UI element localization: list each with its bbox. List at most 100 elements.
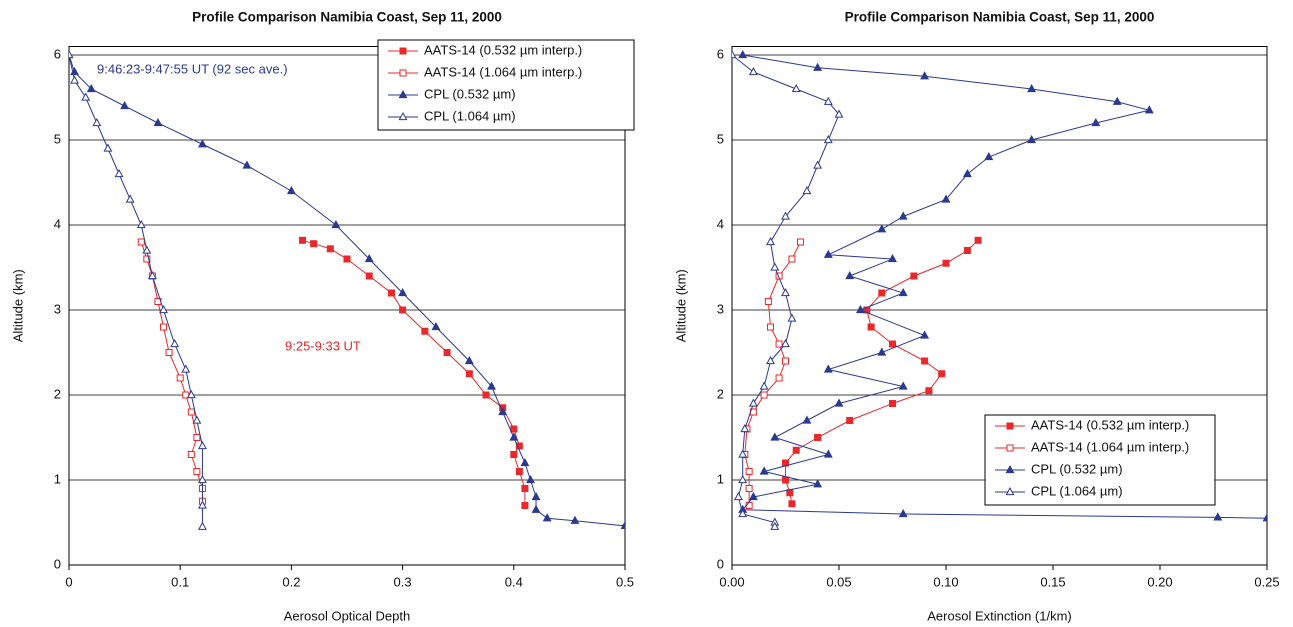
x-axis-title: Aerosol Extinction (1/km) <box>927 608 1072 623</box>
data-point <box>984 151 994 161</box>
data-point <box>1112 96 1122 105</box>
legend-label: AATS-14 (1.064 µm interp.) <box>424 64 582 79</box>
legend-label: CPL (0.532 µm) <box>424 86 516 101</box>
chart-title: Profile Comparison Namibia Coast, Sep 11… <box>192 10 502 25</box>
data-point <box>125 194 135 203</box>
data-point <box>197 500 207 509</box>
data-point <box>898 211 908 220</box>
legend-box <box>377 39 635 131</box>
data-point <box>781 338 790 348</box>
legend-marker <box>1006 444 1014 452</box>
data-point <box>796 238 804 246</box>
data-point <box>399 306 407 314</box>
data-point <box>299 236 307 244</box>
data-point <box>242 160 252 169</box>
data-point <box>487 381 497 390</box>
x-tick-label: 0.1 <box>171 574 189 589</box>
data-point <box>120 100 130 110</box>
data-point <box>181 364 191 373</box>
data-point <box>1091 117 1101 127</box>
y-tick-label: 0 <box>717 556 724 571</box>
data-point <box>889 340 896 348</box>
data-point <box>888 253 897 263</box>
data-point <box>286 185 296 195</box>
y-tick-label: 4 <box>717 216 724 231</box>
data-point <box>867 323 875 331</box>
data-point <box>775 340 783 348</box>
data-point <box>877 224 887 233</box>
data-point <box>732 49 737 59</box>
data-point <box>114 168 124 178</box>
x-tick-label: 0.3 <box>394 574 412 589</box>
series-line <box>785 239 979 504</box>
data-point <box>193 468 201 475</box>
data-point <box>910 272 918 280</box>
x-tick-label: 0.5 <box>616 574 634 589</box>
data-point <box>431 321 441 331</box>
data-point <box>1144 105 1154 114</box>
series <box>69 49 625 529</box>
data-point <box>1262 513 1267 522</box>
data-point <box>748 398 758 407</box>
data-point <box>748 66 758 76</box>
data-point <box>802 415 812 424</box>
data-point <box>889 400 896 407</box>
data-point <box>775 272 783 280</box>
legend-label: AATS-14 (0.532 µm interp.) <box>424 42 582 57</box>
data-point <box>1213 512 1223 521</box>
plot-frame <box>68 46 626 566</box>
data-point <box>192 415 202 424</box>
data-point <box>834 109 844 118</box>
data-point <box>465 370 473 378</box>
annotation: 9:25-9:33 UT <box>285 338 361 353</box>
data-point <box>510 425 518 433</box>
y-tick-label: 1 <box>717 471 724 486</box>
data-point <box>520 457 530 467</box>
data-point <box>898 287 908 297</box>
legend-box <box>984 414 1216 506</box>
data-point <box>745 468 753 475</box>
data-point <box>186 389 196 399</box>
x-tick-label: 0 <box>65 574 72 589</box>
data-point <box>526 474 535 484</box>
legend-marker <box>1006 422 1014 430</box>
data-point <box>823 449 833 458</box>
data-point <box>823 364 833 373</box>
series <box>741 238 804 509</box>
y-tick-label: 3 <box>54 301 61 316</box>
data-point <box>782 476 789 484</box>
data-point <box>760 391 768 399</box>
data-point <box>941 194 951 203</box>
series-line <box>744 241 801 506</box>
data-point <box>197 440 207 450</box>
data-point <box>464 355 474 365</box>
data-point <box>802 185 812 195</box>
data-point <box>733 491 743 501</box>
data-point <box>365 272 373 280</box>
data-point <box>775 374 783 382</box>
data-point <box>788 255 796 263</box>
data-point <box>745 502 753 509</box>
data-point <box>521 502 529 509</box>
data-point <box>310 240 318 248</box>
data-point <box>170 338 180 348</box>
data-point <box>542 513 552 522</box>
data-point <box>834 398 844 407</box>
legend-label: AATS-14 (0.532 µm interp.) <box>1031 417 1189 432</box>
y-tick-label: 6 <box>54 46 61 61</box>
data-point <box>70 75 80 84</box>
legend-marker <box>398 111 408 121</box>
data-point <box>925 387 933 395</box>
data-point <box>767 323 775 331</box>
legend-label: CPL (1.064 µm) <box>1031 483 1123 498</box>
data-point <box>738 449 748 458</box>
data-point <box>745 485 753 492</box>
data-point <box>92 117 102 127</box>
data-point <box>159 304 168 314</box>
series-line <box>302 239 526 506</box>
data-point <box>531 491 541 501</box>
data-point <box>331 219 341 229</box>
data-point <box>942 259 950 267</box>
data-point <box>787 313 797 322</box>
x-tick-label: 0.05 <box>826 574 851 589</box>
